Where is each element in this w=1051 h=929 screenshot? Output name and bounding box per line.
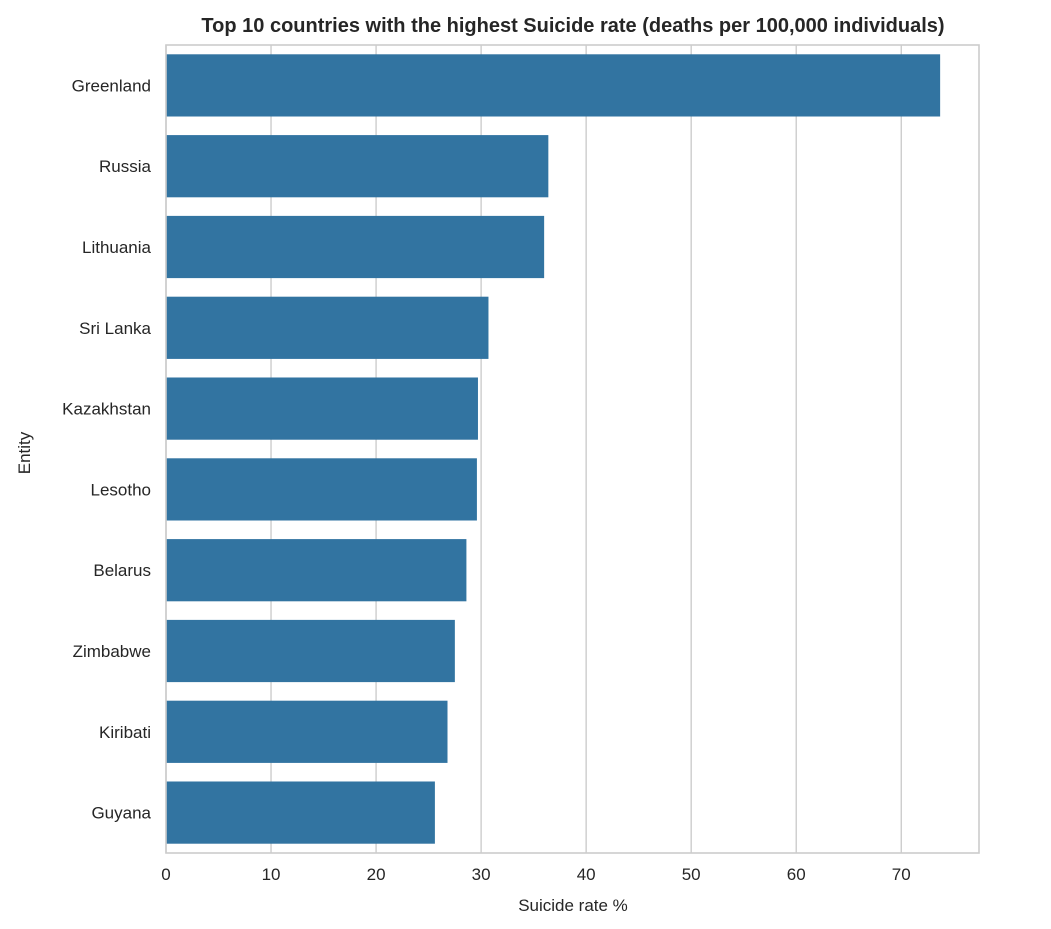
bar xyxy=(166,296,489,359)
bars xyxy=(166,54,941,844)
plot-frame xyxy=(165,44,980,854)
x-tick-label: 0 xyxy=(161,865,170,884)
x-tick-label: 10 xyxy=(262,865,281,884)
y-tick-label: Sri Lanka xyxy=(79,319,151,338)
bar xyxy=(166,54,941,117)
x-axis-label: Suicide rate % xyxy=(518,896,628,915)
y-tick-labels: Greenland Russia Lithuania Sri Lanka Kazakhs… xyxy=(62,76,151,822)
bar xyxy=(166,377,478,440)
x-tick-label: 70 xyxy=(892,865,911,884)
x-tick-label: 60 xyxy=(787,865,806,884)
y-tick-label: Russia xyxy=(99,157,152,176)
y-tick-label: Kazakhstan xyxy=(62,400,151,419)
bar xyxy=(166,700,448,763)
y-tick-label: Belarus xyxy=(93,561,151,580)
y-tick-label: Greenland xyxy=(72,76,151,95)
x-tick-label: 20 xyxy=(367,865,386,884)
y-tick-label: Guyana xyxy=(91,804,151,823)
x-tick-label: 50 xyxy=(682,865,701,884)
y-axis-label: Entity xyxy=(15,431,34,474)
bar xyxy=(166,781,435,844)
x-tick-label: 30 xyxy=(472,865,491,884)
y-tick-label: Lithuania xyxy=(82,238,152,257)
x-tick-labels: 0 10 20 30 40 50 60 70 xyxy=(161,865,910,884)
chart-title: Top 10 countries with the highest Suicid… xyxy=(201,15,944,37)
bar xyxy=(166,458,477,521)
y-tick-label: Kiribati xyxy=(99,723,151,742)
bar xyxy=(166,539,467,602)
x-tick-label: 40 xyxy=(577,865,596,884)
bar xyxy=(166,135,549,198)
bar xyxy=(166,215,545,279)
y-tick-label: Lesotho xyxy=(91,480,152,499)
y-tick-label: Zimbabwe xyxy=(73,642,151,661)
bar xyxy=(166,619,455,683)
